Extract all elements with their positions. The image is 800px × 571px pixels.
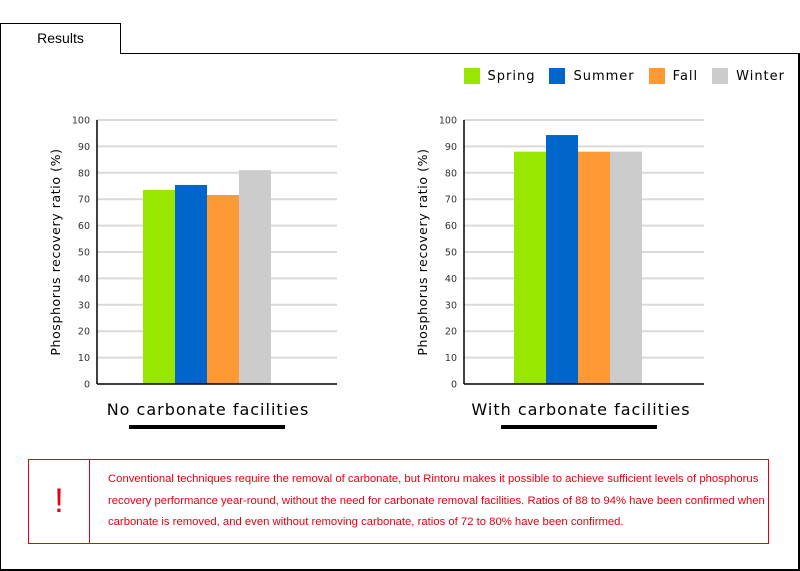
y-tick-label: 50 bbox=[78, 248, 90, 259]
legend-swatch-spring bbox=[463, 68, 480, 84]
y-tick-label: 0 bbox=[84, 380, 90, 391]
legend-item-summer: Summer bbox=[549, 68, 634, 84]
legend-label: Spring bbox=[487, 68, 536, 84]
y-tick-label: 30 bbox=[445, 300, 457, 311]
y-axis-title: Phosphorus recovery ratio (%) bbox=[48, 148, 63, 355]
y-tick-label: 30 bbox=[78, 300, 90, 311]
chart-with-carbonate: Phosphorus recovery ratio (%) 0 10 20 30 40 50… bbox=[415, 116, 704, 391]
caption-underline bbox=[501, 425, 657, 429]
y-tick-label: 40 bbox=[445, 274, 457, 285]
note-text: Conventional techniques require the remo… bbox=[108, 473, 765, 528]
legend-item-fall: Fall bbox=[648, 68, 699, 84]
bar-spring bbox=[143, 189, 175, 384]
y-tick-label: 0 bbox=[451, 380, 457, 391]
y-tick-label: 100 bbox=[439, 116, 457, 127]
y-tick-label: 80 bbox=[445, 168, 457, 179]
y-tick-label: 90 bbox=[78, 142, 90, 153]
chart-no-carbonate: Phosphorus recovery ratio (%) 0 10 20 30 40 50… bbox=[48, 116, 337, 391]
legend-swatch-winter bbox=[712, 68, 729, 84]
chart-legend: Spring Summer Fall Winter bbox=[450, 68, 785, 84]
chart-caption-with-carbonate: With carbonate facilities bbox=[471, 400, 691, 419]
y-tick-label: 80 bbox=[78, 168, 90, 179]
bar-spring bbox=[514, 151, 546, 384]
y-tick-label: 100 bbox=[72, 116, 90, 127]
y-tick-label: 90 bbox=[445, 142, 457, 153]
legend-item-spring: Spring bbox=[463, 68, 536, 84]
y-tick-label: 10 bbox=[445, 353, 457, 364]
chart-caption-no-carbonate: No carbonate facilities bbox=[106, 400, 310, 419]
bar-summer bbox=[175, 184, 207, 384]
legend-label: Fall bbox=[672, 68, 699, 84]
legend-item-winter: Winter bbox=[712, 68, 785, 84]
y-tick-label: 50 bbox=[445, 248, 457, 259]
y-tick-label: 20 bbox=[445, 327, 457, 338]
bar-winter bbox=[610, 151, 642, 384]
legend-swatch-fall bbox=[648, 68, 665, 84]
caption-underline bbox=[129, 425, 285, 429]
bar-fall bbox=[578, 151, 610, 384]
y-axis-title: Phosphorus recovery ratio (%) bbox=[415, 148, 430, 355]
y-tick-label: 60 bbox=[78, 221, 90, 232]
results-tab[interactable]: Results bbox=[0, 23, 121, 54]
y-tick-label: 70 bbox=[78, 195, 90, 206]
y-tick-label: 10 bbox=[78, 353, 90, 364]
results-panel bbox=[0, 53, 800, 571]
bar-summer bbox=[546, 135, 578, 384]
y-tick-label: 70 bbox=[445, 195, 457, 206]
bar-winter bbox=[239, 170, 271, 384]
exclamation-icon: ! bbox=[29, 460, 90, 543]
note-box: ! Conventional techniques require the re… bbox=[28, 459, 769, 544]
legend-swatch-summer bbox=[549, 68, 566, 84]
bar-fall bbox=[207, 194, 239, 384]
y-tick-label: 60 bbox=[445, 221, 457, 232]
y-tick-label: 40 bbox=[78, 274, 90, 285]
legend-label: Winter bbox=[736, 68, 785, 84]
y-tick-label: 20 bbox=[78, 327, 90, 338]
legend-label: Summer bbox=[573, 68, 635, 84]
